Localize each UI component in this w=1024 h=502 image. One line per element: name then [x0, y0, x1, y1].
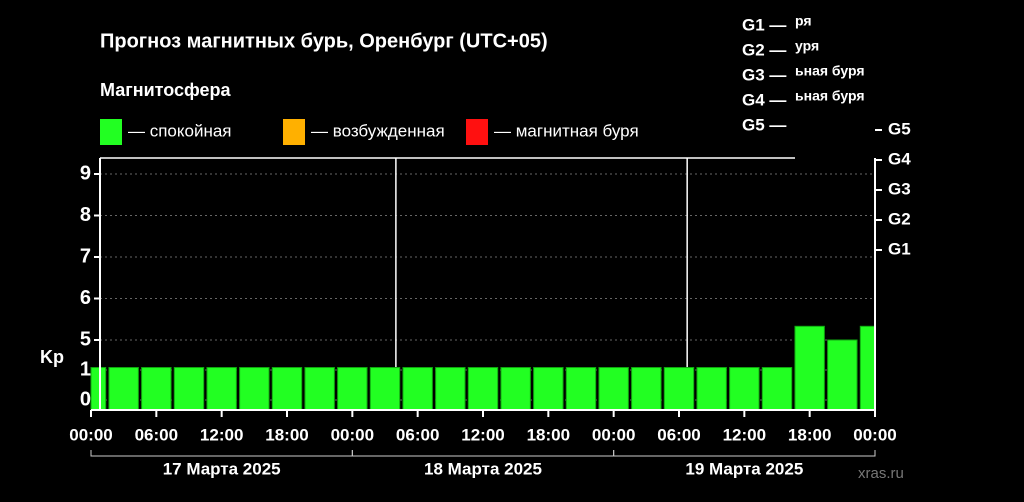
bar [435, 367, 466, 411]
g-text: ьная буря [795, 63, 865, 79]
x-tick-label: 18:00 [527, 425, 570, 444]
legend-label: — магнитная буря [494, 121, 639, 140]
x-tick-label: 00:00 [69, 425, 112, 444]
x-tick-label: 00:00 [331, 425, 374, 444]
bar [337, 367, 368, 411]
x-tick-label: 12:00 [200, 425, 243, 444]
y-tick-label: 6 [80, 287, 91, 309]
day-bracket [351, 450, 615, 457]
y2-tick-label: G3 [888, 179, 911, 198]
bar [206, 367, 237, 411]
bar [173, 367, 205, 411]
bar [141, 367, 172, 411]
legend-swatch [466, 119, 488, 145]
chart-subtitle: Магнитосфера [100, 80, 232, 100]
bar [304, 367, 335, 411]
y2-tick-label: G4 [888, 149, 911, 168]
bar [729, 367, 760, 411]
bar [402, 367, 433, 411]
x-tick-label: 06:00 [657, 425, 700, 444]
bar [794, 325, 825, 411]
bar [271, 367, 303, 411]
y2-tick-label: G1 [888, 239, 911, 258]
chart-title: Прогноз магнитных бурь, Оренбург (UTC+05… [100, 30, 548, 52]
g-level: G5 — [742, 115, 786, 134]
bar [663, 367, 695, 411]
y-axis-label: Kp [40, 347, 64, 367]
g-text: ьная буря [795, 88, 865, 104]
g-level: G1 — [742, 15, 786, 34]
bar [598, 367, 629, 411]
legend-swatch [100, 119, 122, 145]
x-tick-label: 06:00 [135, 425, 178, 444]
y2-tick-label: G5 [888, 119, 911, 138]
g-level: G2 — [742, 40, 786, 59]
bar [108, 367, 139, 411]
x-tick-label: 12:00 [461, 425, 504, 444]
day-label: 19 Марта 2025 [685, 459, 803, 478]
watermark: xras.ru [858, 465, 904, 482]
bar [827, 339, 858, 411]
bar [859, 325, 876, 411]
g-text: уря [795, 38, 819, 54]
legend-label: — спокойная [128, 121, 232, 140]
bar [696, 367, 727, 411]
bar [467, 367, 499, 411]
day-bracket [613, 450, 876, 457]
y2-tick-label: G2 [888, 209, 911, 228]
bar [369, 367, 401, 411]
y-tick-label: 8 [80, 204, 91, 226]
legend-label: — возбужденная [311, 121, 445, 140]
day-label: 18 Марта 2025 [424, 459, 542, 478]
bar [533, 367, 564, 411]
g-level: G4 — [742, 90, 786, 109]
x-tick-label: 18:00 [788, 425, 831, 444]
g-text: ря [795, 13, 812, 29]
x-tick-label: 06:00 [396, 425, 439, 444]
y-tick-label: 1 [80, 358, 91, 380]
g-level: G3 — [742, 65, 786, 84]
x-tick-label: 18:00 [265, 425, 308, 444]
day-label: 17 Марта 2025 [163, 459, 281, 478]
y-tick-label: 5 [80, 328, 91, 350]
x-tick-label: 12:00 [723, 425, 766, 444]
x-tick-label: 00:00 [853, 425, 896, 444]
bar [565, 367, 597, 411]
y-tick-label: 7 [80, 245, 91, 267]
y-tick-label: 9 [80, 162, 91, 184]
day-bracket [90, 450, 353, 457]
bar [90, 367, 107, 411]
y-tick-label: 0 [80, 388, 91, 410]
legend-swatch [283, 119, 305, 145]
overlay-box [730, 0, 795, 150]
bar [239, 367, 270, 411]
bar [761, 367, 793, 411]
bar [631, 367, 662, 411]
x-tick-label: 00:00 [592, 425, 635, 444]
bar [500, 367, 531, 411]
